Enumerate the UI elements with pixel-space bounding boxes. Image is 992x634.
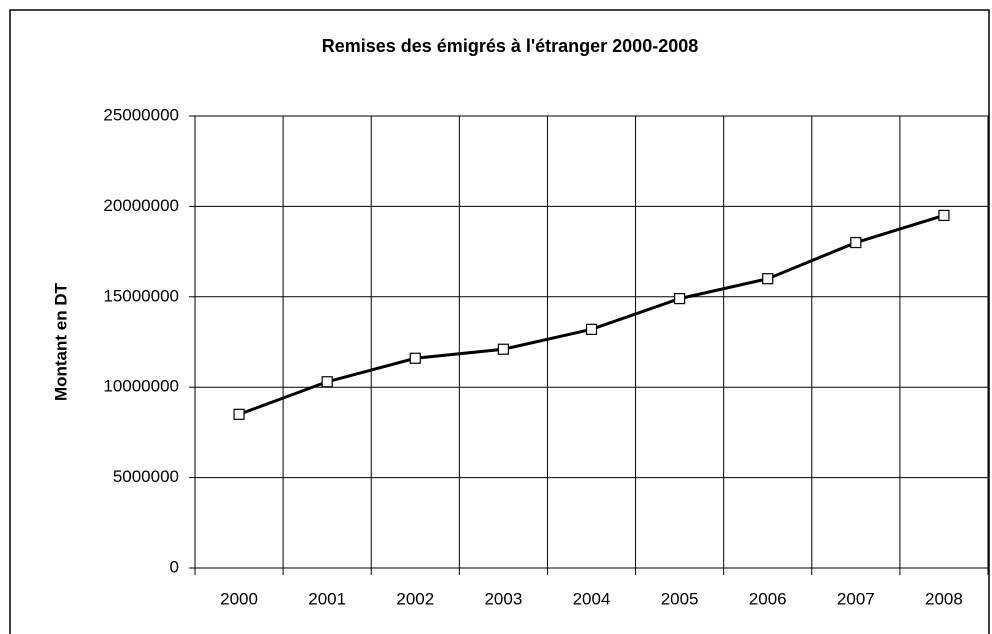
point: [585, 323, 598, 335]
x-tick-label: 2004: [573, 589, 611, 608]
x-tick-label: 2002: [396, 589, 434, 608]
y-tick-label: 20000000: [103, 196, 179, 215]
x-tick-label: 2000: [220, 589, 258, 608]
chart-title: Remises des émigrés à l'étranger 2000-20…: [322, 36, 699, 56]
x-tick-label: 2008: [925, 589, 963, 608]
y-tick-label: 0: [170, 557, 179, 576]
point: [674, 293, 686, 305]
x-tick-label: 2001: [308, 589, 346, 608]
point: [850, 236, 862, 249]
point: [409, 352, 421, 364]
y-tick-label: 5000000: [113, 467, 179, 486]
y-axis-label: Montant en DT: [51, 282, 70, 401]
x-tick-label: 2006: [749, 589, 787, 608]
y-tick-label: 25000000: [103, 105, 179, 124]
x-tick-label: 2005: [661, 589, 699, 608]
point: [321, 376, 333, 388]
chart-frame: [9, 9, 990, 634]
plot-area: [194, 115, 989, 569]
point: [938, 209, 950, 222]
x-tick-label: 2007: [837, 589, 875, 608]
point: [497, 343, 509, 355]
point: [762, 273, 774, 285]
point: [233, 408, 245, 420]
y-tick-label: 15000000: [103, 286, 179, 305]
x-tick-label: 2003: [484, 589, 522, 608]
y-tick-label: 10000000: [103, 377, 179, 396]
